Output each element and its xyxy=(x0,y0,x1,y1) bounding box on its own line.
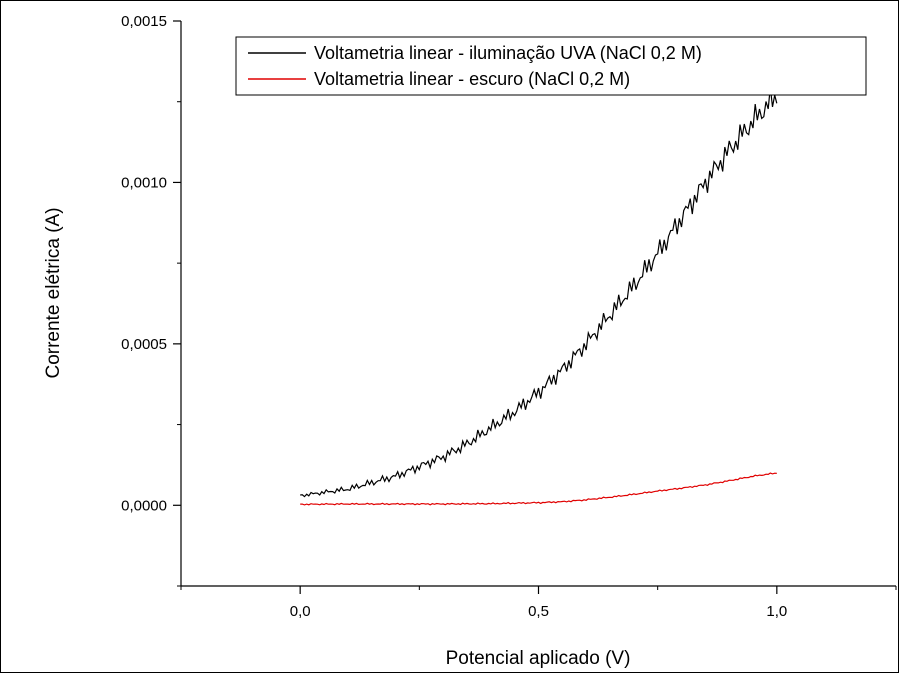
ticks: 0,0000 0,0005 0,0010 0,0015 0,0 0,5 1,0 xyxy=(121,13,897,620)
y-tick-label: 0,0015 xyxy=(121,13,167,30)
series-layer xyxy=(300,87,778,506)
legend-label-2: Voltametria linear - escuro (NaCl 0,2 M) xyxy=(314,69,630,89)
x-tick-label: 1,0 xyxy=(766,603,787,620)
legend: Voltametria linear - iluminação UVA (NaC… xyxy=(235,36,867,96)
y-tick-label: 0,0010 xyxy=(121,174,167,191)
legend-box xyxy=(235,36,867,96)
y-tick-label: 0,0000 xyxy=(121,497,167,514)
axes xyxy=(180,21,896,587)
series-line-1 xyxy=(300,87,778,498)
legend-label-1: Voltametria linear - iluminação UVA (NaC… xyxy=(314,43,702,63)
x-tick-label: 0,0 xyxy=(290,603,311,620)
series-line-2 xyxy=(300,472,777,506)
x-axis-title: Potencial aplicado (V) xyxy=(446,648,631,669)
y-axis-title: Corrente elétrica (A) xyxy=(43,207,64,378)
y-tick-label: 0,0005 xyxy=(121,336,167,353)
x-tick-label: 0,5 xyxy=(528,603,549,620)
